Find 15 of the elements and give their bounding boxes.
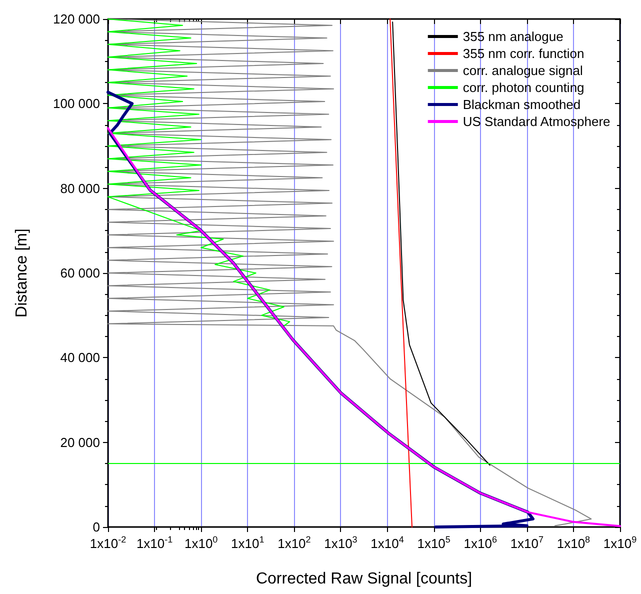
- legend-label: US Standard Atmosphere: [462, 114, 610, 129]
- y-tick-label: 100 000: [53, 96, 100, 112]
- y-tick-label: 40 000: [60, 350, 100, 366]
- legend-label: corr. photon counting: [462, 80, 584, 95]
- legend-label: corr. analogue signal: [462, 63, 583, 78]
- y-tick-label: 60 000: [60, 266, 100, 280]
- x-axis-title: Corrected Raw Signal [counts]: [256, 570, 472, 588]
- y-tick-label: 120 000: [53, 12, 100, 26]
- legend-label: 355 nm corr. function: [462, 46, 584, 61]
- y-tick-label: 0: [92, 520, 100, 534]
- y-tick-label: 20 000: [60, 434, 100, 450]
- legend-label: Blackman smoothed: [462, 97, 581, 112]
- y-tick-label: 80 000: [60, 180, 100, 196]
- y-axis-title: Distance [m]: [14, 228, 30, 318]
- legend-label: 355 nm analogue: [462, 29, 564, 44]
